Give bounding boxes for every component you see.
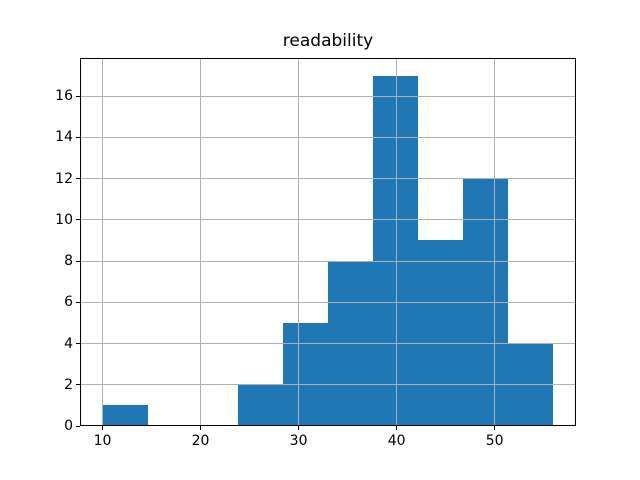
x-tick-label: 30 — [289, 433, 308, 449]
y-tick-mark — [76, 219, 80, 221]
y-tick-mark — [76, 343, 80, 345]
x-tick-mark — [298, 426, 300, 430]
x-tick-label: 40 — [387, 433, 406, 449]
y-gridline — [80, 425, 576, 426]
y-tick-mark — [76, 136, 80, 138]
y-tick-label: 8 — [64, 253, 73, 270]
y-gridline — [80, 384, 576, 386]
chart-title: readability — [282, 31, 374, 51]
x-tick-label: 20 — [191, 433, 210, 449]
x-gridline — [102, 58, 104, 426]
y-tick-label: 16 — [55, 88, 73, 105]
x-tick-mark — [494, 426, 496, 430]
x-gridline — [494, 58, 496, 426]
histogram-bar — [102, 405, 148, 426]
y-gridline — [80, 136, 576, 138]
plot-area — [80, 58, 576, 426]
x-gridline — [396, 58, 398, 426]
x-gridline — [298, 58, 300, 426]
y-tick-label: 0 — [64, 418, 73, 434]
y-tick-mark — [76, 384, 80, 386]
x-tick-label: 10 — [93, 433, 112, 449]
y-tick-mark — [76, 178, 80, 180]
y-tick-label: 10 — [55, 211, 73, 228]
y-tick-mark — [76, 260, 80, 262]
histogram-bar — [373, 75, 419, 426]
y-tick-mark — [76, 95, 80, 97]
y-gridline — [80, 95, 576, 97]
y-gridline — [80, 343, 576, 345]
x-gridline — [200, 58, 202, 426]
y-gridline — [80, 301, 576, 303]
y-tick-mark — [76, 425, 80, 427]
x-tick-label: 50 — [485, 433, 504, 449]
x-tick-mark — [102, 426, 104, 430]
x-tick-mark — [396, 426, 398, 430]
histogram-bar — [418, 240, 464, 426]
y-tick-label: 6 — [64, 294, 73, 311]
histogram-bar — [237, 384, 283, 426]
y-gridline — [80, 178, 576, 180]
y-tick-label: 4 — [64, 335, 73, 352]
y-tick-label: 2 — [64, 376, 73, 393]
y-tick-label: 14 — [55, 129, 73, 146]
y-tick-label: 12 — [55, 170, 73, 187]
y-gridline — [80, 219, 576, 221]
histogram-bar — [282, 322, 328, 426]
x-tick-mark — [200, 426, 202, 430]
y-tick-mark — [76, 301, 80, 303]
y-gridline — [80, 260, 576, 262]
